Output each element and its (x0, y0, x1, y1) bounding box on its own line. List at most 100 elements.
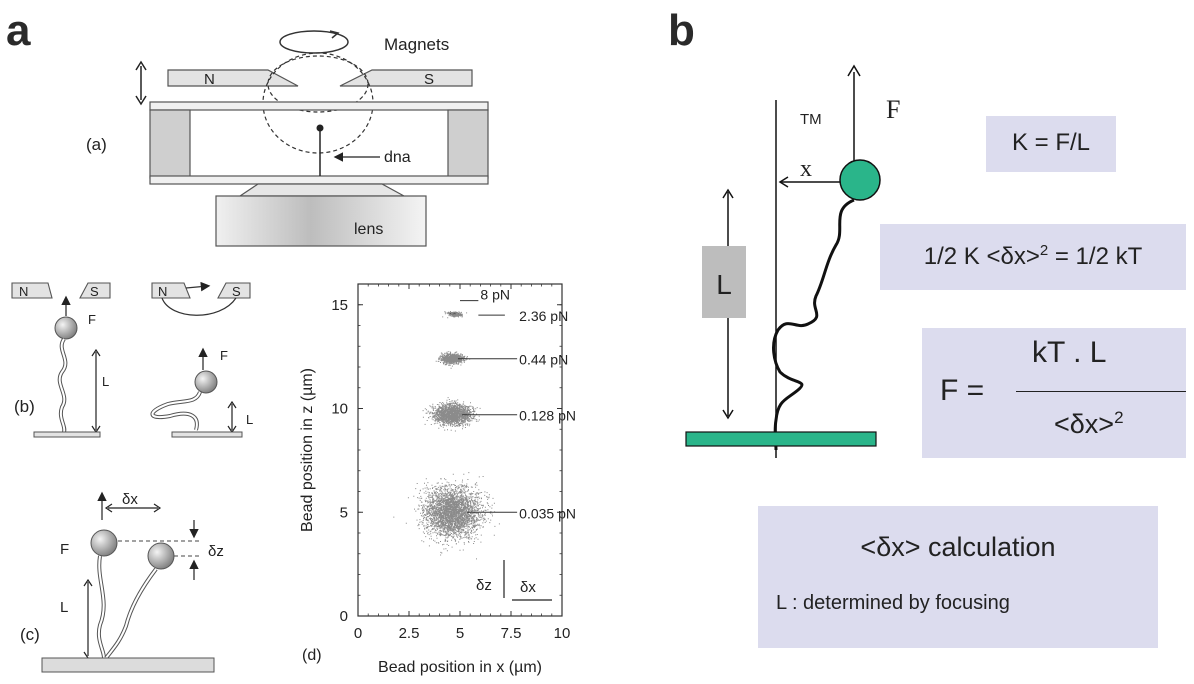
y-tick-label: 0 (340, 608, 348, 625)
eq3-lhs: F = (940, 374, 985, 407)
b1-bead (54, 316, 78, 340)
x-tick-label: 2.5 (399, 625, 420, 642)
bead (839, 159, 881, 201)
length-box (702, 246, 746, 318)
magnets-label: Magnets (384, 35, 449, 54)
b2-dna (151, 391, 201, 431)
b1-magnet-south (79, 282, 111, 299)
chart-d: 0 2.5 5 7.5 10 0 5 10 15 8 pN 2.36 pN 0.44 pN 0.128… (299, 283, 576, 676)
c-dx-label: δx (122, 491, 138, 508)
cloud-2-36-pn (442, 312, 463, 319)
x-label: x (800, 156, 812, 182)
chart-plot-area (393, 311, 500, 560)
b1-surface (33, 431, 101, 438)
b2-length-label: L (246, 412, 253, 427)
cloud-0-128-pn (422, 397, 481, 432)
b1-magnet-north (11, 282, 53, 299)
calc-title: <δx> calculation (860, 532, 1056, 562)
b2-magnet-north (151, 282, 191, 299)
vertical-move-arrow (135, 60, 147, 106)
cloud-0-035-pn (393, 472, 500, 560)
fraction-bar (1016, 391, 1186, 392)
field-line-inner (267, 55, 369, 113)
dx-scale-label: δx (520, 579, 536, 596)
c-dna-1 (97, 555, 105, 659)
flow-cell-left-wall (149, 109, 191, 179)
y-tick-label: 10 (331, 401, 348, 418)
x-tick-label: 10 (554, 625, 571, 642)
x-tick-label: 5 (456, 625, 464, 642)
b1-length-label: L (102, 374, 109, 389)
force-label: 0.035 pN (519, 505, 576, 521)
south-label: S (424, 71, 434, 88)
force-label: 0.128 pN (519, 408, 576, 424)
calc-note: L : determined by focusing (776, 592, 1010, 614)
force-label: 0.44 pN (519, 352, 568, 368)
panel-b-diagram: TM F x L (685, 64, 900, 458)
b1-south-label: S (90, 284, 99, 299)
bead-small (316, 124, 324, 132)
eq3-box: F = kT . L <δx>2 (922, 328, 1186, 458)
eq2-sup: 2 (1039, 242, 1049, 259)
b2-magnet-south (217, 282, 251, 299)
b2-bead (194, 370, 218, 394)
sub-a-label: (a) (86, 135, 107, 154)
b2-surface (171, 431, 243, 438)
c-dz-label: δz (208, 543, 224, 560)
force-label: 8 pN (480, 287, 510, 303)
sub-b-label: (b) (14, 397, 35, 416)
eq3-den: <δx> (1054, 409, 1115, 439)
b1-dna (58, 338, 67, 433)
x-tick-label: 0 (354, 625, 362, 642)
lens (215, 195, 427, 247)
calc-box: <δx> calculation L : determined by focus… (758, 506, 1158, 648)
magnet-north (167, 69, 299, 87)
dz-scale-label: δz (476, 577, 492, 594)
length-label: L (716, 269, 732, 300)
eq3-numerator: kT . L (1032, 336, 1107, 369)
eq2-box: 1/2 K <δx>2 = 1/2 kT (880, 224, 1186, 290)
eq3-denominator: <δx>2 (1054, 408, 1124, 440)
panel-a-diagrams: Magnets N S dna (a) lens N (11, 30, 489, 673)
c-surface (41, 657, 215, 673)
force-label: 2.36 pN (519, 308, 568, 324)
y-tick-label: 15 (331, 297, 348, 314)
b1-force-label: F (88, 312, 96, 327)
b2-rotation-arrow (161, 297, 237, 316)
cloud-0-44-pn (435, 351, 471, 369)
eq2-rhs: = 1/2 kT (1048, 243, 1143, 270)
eq1-box: K = F/L (986, 116, 1116, 172)
y-tick-label: 5 (340, 504, 348, 521)
eq1-text: K = F/L (1011, 129, 1091, 156)
lens-label: lens (354, 221, 383, 238)
c-bead-2 (147, 542, 175, 570)
chart-ylabel: Bead position in z (µm) (299, 368, 316, 532)
b2-north-label: N (158, 284, 167, 299)
sub-c-label: (c) (20, 625, 40, 644)
c-dna-2 (105, 568, 157, 659)
lens-neck (238, 183, 405, 197)
north-label: N (204, 71, 215, 88)
tm-label: TM (800, 111, 822, 128)
flow-cell-top (149, 101, 489, 111)
c-force-label: F (60, 541, 69, 558)
magnet-south (339, 69, 473, 87)
eq3-sup: 2 (1114, 408, 1124, 427)
eq2-lhs: 1/2 K <δx> (923, 243, 1040, 270)
b1-north-label: N (19, 284, 28, 299)
flow-cell-right-wall (447, 109, 489, 179)
eq2-text: 1/2 K <δx>2 = 1/2 kT (880, 242, 1186, 271)
flow-cell-bottom (149, 175, 489, 185)
chart-frame (357, 283, 563, 617)
x-tick-label: 7.5 (501, 625, 522, 642)
panel-a-letter: a (6, 6, 31, 55)
panel-b-letter: b (668, 6, 695, 55)
b2-south-label: S (232, 284, 241, 299)
sub-d-label: (d) (302, 647, 322, 664)
c-length-label: L (60, 599, 68, 616)
rotation-arrow (279, 30, 349, 54)
dna-label: dna (384, 149, 411, 166)
force-label: F (886, 95, 900, 124)
b2-force-label: F (220, 348, 228, 363)
